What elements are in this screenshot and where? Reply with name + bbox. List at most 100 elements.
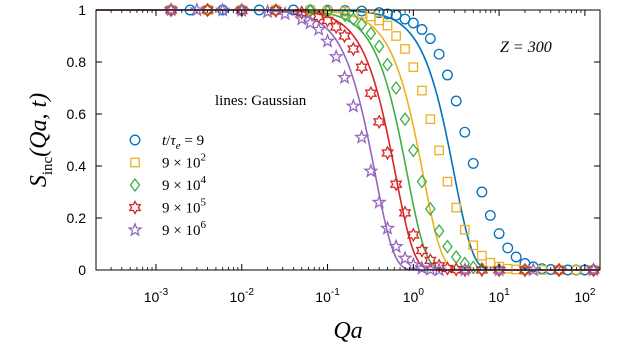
- x-tick-exponent: -2: [245, 287, 254, 298]
- circle-marker: [484, 209, 496, 221]
- y-tick-label: 0: [78, 262, 86, 278]
- pentagram-marker: [294, 11, 310, 26]
- x-tick-mantissa: 10: [403, 289, 419, 305]
- pentagram-marker: [163, 1, 179, 17]
- pentagram-marker: [354, 129, 370, 144]
- y-tick-label: 0.2: [67, 210, 87, 226]
- pentagram-marker: [363, 163, 379, 178]
- legend-label-base: 9 × 10: [162, 156, 200, 172]
- diamond-marker: [356, 17, 367, 32]
- diamond-marker: [373, 39, 385, 54]
- axis-ticks: [95, 9, 600, 271]
- legend-label-tau: τ: [170, 133, 176, 149]
- legend-label: t/τe = 9: [162, 133, 204, 152]
- hexagram-marker: [364, 85, 378, 101]
- legend-label-exponent: 2: [200, 152, 206, 164]
- x-tick-label: 10-1: [315, 287, 340, 305]
- circle-marker: [433, 48, 445, 60]
- square-marker: [442, 176, 453, 187]
- x-tick-exponent: 1: [504, 287, 510, 298]
- square-marker: [340, 6, 350, 17]
- pentagram-marker: [328, 48, 344, 64]
- diamond-marker: [425, 201, 436, 216]
- y-axis-title-sub: inc: [40, 156, 56, 175]
- diamond-marker: [129, 177, 141, 193]
- x-tick-mantissa: 10: [230, 289, 246, 305]
- x-tick-label: 100: [403, 287, 425, 305]
- hexagram-marker: [552, 262, 566, 278]
- pentagram-marker: [336, 69, 353, 85]
- hexagram-marker: [128, 200, 142, 215]
- legend-label-exponent: 6: [200, 219, 206, 231]
- x-tick-mantissa: 10: [144, 289, 160, 305]
- hexagram-marker: [355, 59, 369, 75]
- x-tick-exponent: 0: [418, 287, 424, 298]
- pentagram-marker: [319, 33, 336, 48]
- circle-marker: [502, 242, 514, 254]
- legend-label-value: = 9: [181, 133, 204, 149]
- circle-marker: [459, 126, 471, 138]
- x-tick-mantissa: 10: [574, 289, 590, 305]
- diamond-marker: [348, 12, 359, 27]
- pentagram-marker: [414, 260, 430, 275]
- hexagram-marker: [415, 243, 429, 258]
- legend-label-base: 9 × 10: [162, 223, 200, 239]
- plot-frame: [95, 9, 601, 271]
- circle-marker: [416, 24, 428, 35]
- legend-label-exponent: 5: [200, 197, 206, 209]
- hexagram-marker: [475, 262, 489, 278]
- square-marker: [451, 202, 462, 213]
- diamond-marker: [339, 8, 351, 23]
- x-tick-exponent: -1: [331, 287, 340, 298]
- hexagram-marker: [587, 262, 600, 278]
- diamond-marker: [416, 174, 428, 189]
- legend-label-t: t: [162, 133, 167, 149]
- diamond-marker: [390, 80, 402, 96]
- y-tick-labels: 0 0.2 0.4 0.6 0.8 1: [67, 2, 87, 278]
- y-tick-label: 0.4: [67, 158, 87, 174]
- pentagram-marker: [457, 261, 473, 277]
- hexagram-marker: [406, 227, 420, 243]
- y-tick-label: 0.8: [67, 54, 87, 70]
- pentagram-marker: [388, 238, 404, 254]
- diamond-marker: [408, 143, 419, 158]
- circle-marker: [476, 186, 488, 198]
- pentagram-marker: [127, 221, 143, 237]
- diamond-marker: [399, 112, 411, 127]
- circle-marker: [493, 228, 505, 240]
- y-tick-label: 0.6: [67, 106, 87, 122]
- hexagram-marker: [381, 145, 394, 161]
- x-tick-label: 10-2: [230, 287, 255, 305]
- y-axis-title-group: Sinc(Qa, t): [26, 93, 56, 187]
- legend-label-base: 9 × 10: [162, 201, 200, 217]
- circle-marker: [382, 8, 393, 20]
- pentagram-marker: [431, 261, 447, 277]
- hexagram-marker: [346, 41, 360, 57]
- hexagram-marker: [424, 253, 437, 268]
- z-annotation: Z = 300: [500, 39, 552, 56]
- y-tick-label: 1: [78, 2, 86, 18]
- hexagram-marker: [201, 2, 214, 18]
- square-marker: [374, 15, 385, 26]
- pentagram-marker: [397, 250, 413, 265]
- hexagram-marker: [389, 176, 403, 192]
- square-marker: [400, 44, 410, 54]
- legend-item: 9 × 104: [129, 174, 206, 194]
- x-tick-label: 102: [574, 287, 596, 305]
- x-tick-label: 10-3: [144, 287, 169, 305]
- diamond-marker: [433, 223, 445, 239]
- square-marker: [468, 240, 479, 251]
- diamond-marker: [467, 260, 479, 275]
- square-marker: [434, 145, 444, 156]
- legend-item: t/τe = 9: [129, 133, 204, 152]
- x-axis-title: Qa: [333, 318, 362, 344]
- lines-annotation: lines: Gaussian: [215, 93, 307, 109]
- x-tick-exponent: -3: [159, 287, 168, 298]
- hexagram-marker: [338, 28, 351, 44]
- legend-label: 9 × 105: [162, 197, 206, 217]
- circle-marker: [407, 17, 419, 29]
- legend-item: 9 × 106: [127, 219, 206, 239]
- legend-label: 9 × 106: [162, 219, 206, 239]
- legend-item: 9 × 105: [128, 197, 206, 217]
- hexagram-marker: [518, 262, 532, 278]
